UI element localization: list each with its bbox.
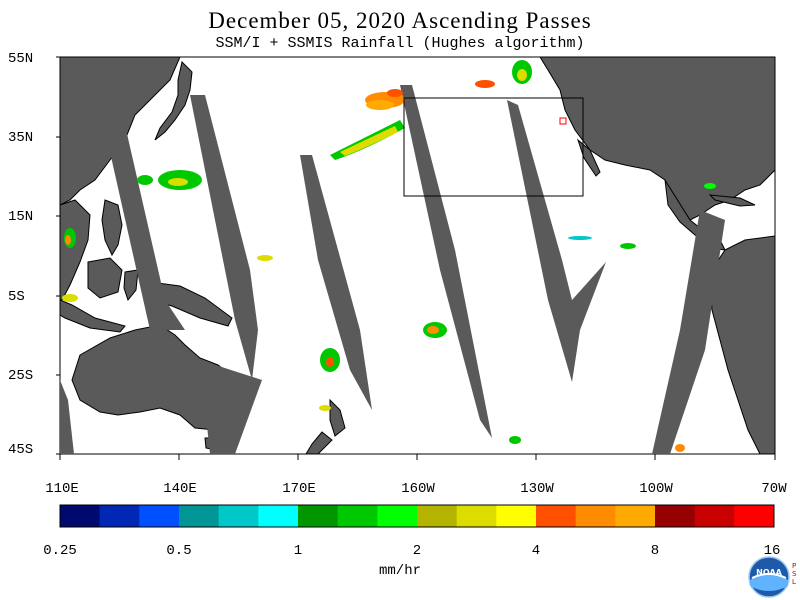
lon-label-170e: 170E: [282, 481, 316, 497]
colorbar-label-1: 1: [293, 543, 303, 559]
swath-gap-6: [652, 210, 725, 454]
swath-gap-2: [190, 95, 258, 380]
colorbar-label-0.5: 0.5: [166, 543, 192, 559]
region-box: [403, 97, 584, 197]
colorbar-cell: [377, 505, 418, 527]
colorbar-cell: [575, 505, 616, 527]
colorbar-label-8: 8: [650, 543, 660, 559]
swath-gap-3: [300, 155, 372, 410]
colorbar-cell: [536, 505, 577, 527]
colorbar-cell: [417, 505, 458, 527]
map-title: December 05, 2020 Ascending Passes: [208, 8, 592, 33]
lat-label-5s: 5S: [8, 289, 25, 305]
map-subtitle: SSM/I + SSMIS Rainfall (Hughes algorithm…: [215, 35, 585, 52]
colorbar-cell: [456, 505, 497, 527]
colorbar-cell: [258, 505, 299, 527]
colorbar-label-16: 16: [763, 543, 781, 559]
colorbar-units: mm/hr: [378, 563, 421, 579]
land-sulawesi: [123, 269, 139, 302]
colorbar-cell: [298, 505, 339, 527]
land-new-zealand-north: [329, 398, 346, 437]
colorbar-label-2: 2: [412, 543, 422, 559]
colorbar-cell: [496, 505, 537, 527]
colorbar-cell: [694, 505, 735, 527]
colorbar-cell: [734, 505, 775, 527]
colorbar-cell: [139, 505, 180, 527]
lon-label-160w: 160W: [401, 481, 435, 497]
lat-label-45s: 45S: [8, 442, 34, 458]
point-marker: [559, 117, 567, 125]
land-japan: [154, 61, 193, 141]
land-philippines: [101, 199, 123, 257]
colorbar-cell: [655, 505, 696, 527]
swath-gap-1: [105, 125, 185, 330]
swath-gap-left: [60, 380, 74, 454]
lat-label-25s: 25S: [8, 368, 34, 384]
lon-label-110e: 110E: [45, 481, 79, 497]
colorbar-cell: [179, 505, 220, 527]
lon-label-140e: 140E: [163, 481, 197, 497]
lon-label-100w: 100W: [639, 481, 673, 497]
colorbar-label-4: 4: [531, 543, 541, 559]
lon-label-70w: 70W: [761, 481, 787, 497]
land-cuba: [708, 194, 756, 207]
swath-gap-4: [400, 85, 492, 438]
colorbar-cell: [615, 505, 656, 527]
land-new-zealand-south: [305, 431, 333, 454]
psl-text: P S L: [792, 562, 797, 586]
colorbar-cell: [337, 505, 378, 527]
lat-label-55n: 55N: [8, 51, 34, 67]
axis-ticks: [56, 56, 776, 460]
noaa-logo: NOAA: [748, 556, 790, 598]
colorbar-cell: [60, 505, 101, 527]
land-indonesia-west: [60, 299, 126, 333]
lat-label-35n: 35N: [8, 130, 34, 146]
colorbar-cell: [218, 505, 259, 527]
swath-gap-5: [507, 100, 606, 382]
land-borneo: [87, 257, 123, 299]
noaa-logo-text: NOAA: [756, 568, 782, 577]
lat-label-15n: 15N: [8, 209, 34, 225]
swath-gap-2b: [200, 360, 262, 454]
colorbar-label-0.25: 0.25: [43, 543, 77, 559]
lon-label-130w: 130W: [520, 481, 554, 497]
colorbar-cell: [99, 505, 140, 527]
rain-patches: [62, 60, 716, 452]
